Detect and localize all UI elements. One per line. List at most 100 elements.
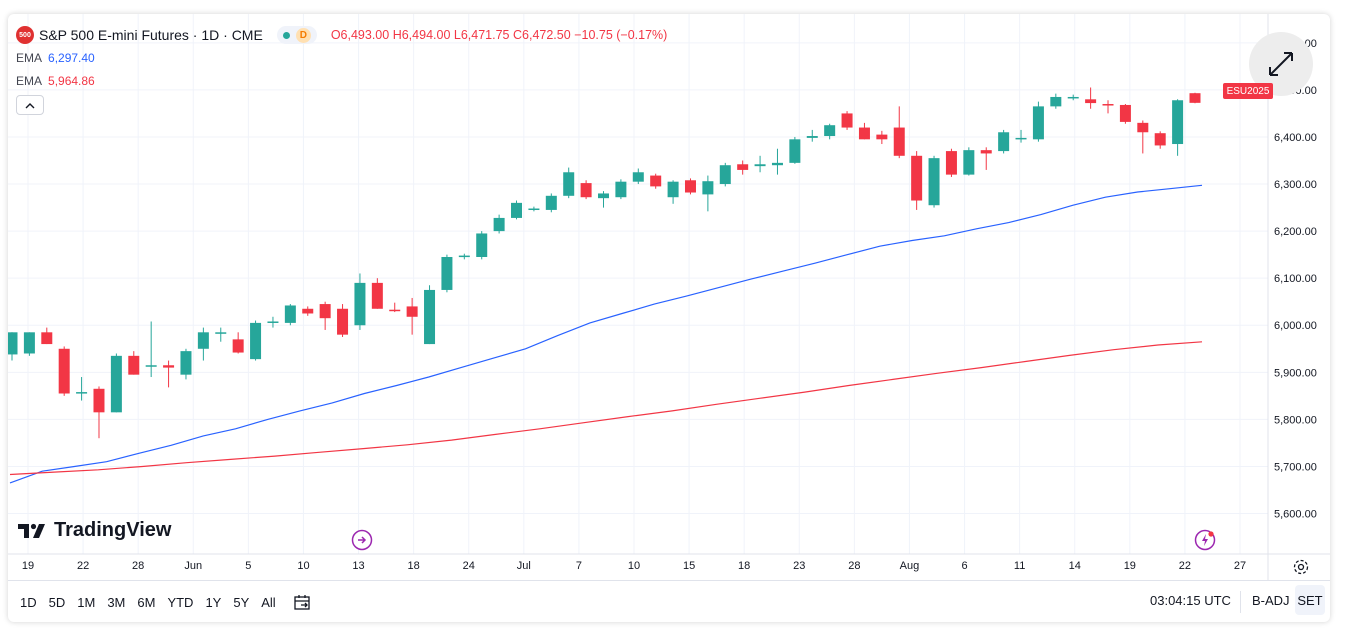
calendar-range-icon[interactable] <box>292 592 312 612</box>
candle-body <box>302 308 314 314</box>
ohlc-values: O6,493.00 H6,494.00 L6,471.75 C6,472.50 … <box>330 28 668 42</box>
candle-body <box>528 208 540 211</box>
candle-body <box>911 155 923 201</box>
expand-icon <box>1269 52 1293 76</box>
timeframe-5y[interactable]: 5Y <box>233 594 250 610</box>
settlement-button[interactable]: SET <box>1295 585 1325 615</box>
candle-body <box>476 233 488 257</box>
last-price-tag: ESU2025 <box>1223 83 1273 99</box>
close-value: 6,472.50 <box>522 28 571 42</box>
timeframe-1m[interactable]: 1M <box>77 594 96 610</box>
candle-body <box>632 172 644 182</box>
x-tick-label: 24 <box>463 560 475 572</box>
timeframe-1d[interactable]: 1D <box>20 594 37 610</box>
bottom-toolbar: 1D 5D 1M 3M 6M YTD 1Y 5Y All 03:04:15 UTC B-ADJ … <box>8 580 1330 622</box>
candle-body <box>858 127 870 140</box>
candle-body <box>267 321 279 323</box>
open-value: 6,493.00 <box>340 28 390 42</box>
x-tick-label: 11 <box>1014 560 1025 572</box>
x-tick-label: 18 <box>408 560 420 572</box>
candle-body <box>754 164 766 167</box>
ema-slow-line <box>9 341 1203 476</box>
collapse-legend-button[interactable] <box>16 95 44 115</box>
timeframe-3m[interactable]: 3M <box>107 594 126 610</box>
earnings-event-icon[interactable] <box>1194 529 1216 551</box>
ema-slow-row[interactable]: EMA 5,964.86 <box>16 69 667 92</box>
candle-body <box>824 125 836 137</box>
x-tick-label: 22 <box>1179 560 1191 572</box>
candle-body <box>110 355 122 413</box>
candle-body <box>389 309 401 312</box>
candle-body <box>1172 100 1184 145</box>
candle-body <box>458 255 470 258</box>
candle-body <box>580 183 592 198</box>
candle-body <box>1137 122 1149 133</box>
logo-text: TradingView <box>54 519 172 541</box>
gear-icon[interactable] <box>1292 558 1310 576</box>
candle-body <box>1015 137 1027 140</box>
y-tick-label: 6,200.00 <box>1274 226 1317 238</box>
candle-body <box>563 172 575 196</box>
candle-body <box>58 348 70 394</box>
x-tick-label: 28 <box>848 560 860 572</box>
symbol-logo: 500 <box>16 26 34 44</box>
timeframe-1y[interactable]: 1Y <box>205 594 222 610</box>
candle-body <box>1085 99 1097 104</box>
candle-body <box>180 351 192 375</box>
candle-body <box>354 282 366 326</box>
candle-body <box>737 164 749 170</box>
candle-body <box>945 151 957 175</box>
candle-body <box>650 175 662 187</box>
x-tick-label: 27 <box>1234 560 1246 572</box>
tradingview-logo[interactable]: TradingView <box>18 519 171 542</box>
market-status[interactable]: D <box>276 26 317 44</box>
candle-body <box>1032 106 1044 140</box>
x-tick-label: Aug <box>900 560 920 572</box>
timeframe-6m[interactable]: 6M <box>137 594 156 610</box>
divider <box>1240 591 1241 613</box>
economic-event-icon[interactable] <box>351 529 373 551</box>
candle-body <box>719 165 731 185</box>
market-open-icon <box>282 31 290 39</box>
x-tick-label: 10 <box>297 560 309 572</box>
timeframe-5d[interactable]: 5D <box>48 594 66 610</box>
x-tick-label: 13 <box>352 560 364 572</box>
timeframe-ytd[interactable]: YTD <box>167 594 194 610</box>
x-tick-label: 28 <box>132 560 144 572</box>
x-tick-label: 15 <box>683 560 695 572</box>
candle-body <box>1154 133 1166 146</box>
x-tick-label: 14 <box>1069 560 1081 572</box>
candle-body <box>1067 96 1079 99</box>
legend: 500 S&P 500 E-mini Futures · 1D · CME D … <box>16 24 667 115</box>
candle-body <box>23 332 35 354</box>
candle-body <box>250 322 262 360</box>
chart-frame: 6,600.006,500.006,400.006,300.006,200.00… <box>8 14 1330 622</box>
candle-body <box>511 202 523 218</box>
high-value: 6,494.00 <box>401 28 451 42</box>
candle-body <box>980 150 992 154</box>
candle-body <box>841 113 853 128</box>
candle-body <box>8 332 18 355</box>
candle-body <box>319 304 331 319</box>
candle-body <box>145 365 157 367</box>
symbol-title[interactable]: S&P 500 E-mini Futures · 1D · CME <box>39 27 263 43</box>
y-tick-label: 6,300.00 <box>1274 179 1317 191</box>
timeframe-all[interactable]: All <box>261 594 276 610</box>
ema-fast-row[interactable]: EMA 6,297.40 <box>16 46 667 69</box>
x-tick-label: 6 <box>961 560 967 572</box>
x-tick-label: 22 <box>77 560 89 572</box>
x-tick-label: 18 <box>738 560 750 572</box>
x-tick-label: 19 <box>22 560 34 572</box>
x-tick-label: 7 <box>576 560 582 572</box>
chart-canvas[interactable]: 6,600.006,500.006,400.006,300.006,200.00… <box>8 14 1330 580</box>
candle-body <box>284 305 296 323</box>
candle-body <box>789 139 801 163</box>
clock[interactable]: 03:04:15 UTC <box>1150 593 1231 608</box>
ema-fast-label: EMA <box>16 50 43 65</box>
candle-body <box>598 193 609 199</box>
candle-body <box>406 306 418 317</box>
candle-body <box>128 355 140 375</box>
back-adjust-button[interactable]: B-ADJ <box>1252 593 1290 608</box>
candle-body <box>1119 104 1131 122</box>
candle-body <box>771 162 783 166</box>
